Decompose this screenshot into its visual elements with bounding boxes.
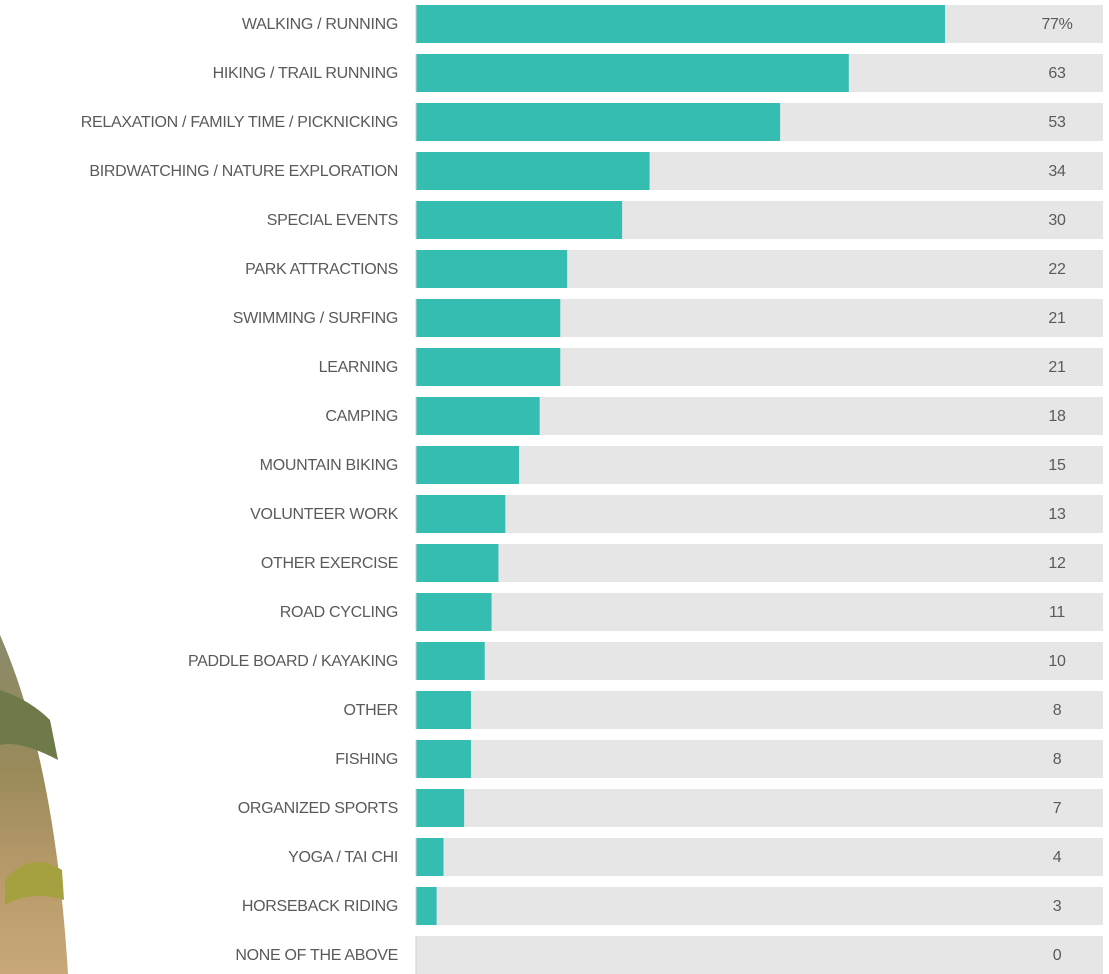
value-label: 22 [1048,261,1066,278]
photo [0,635,68,974]
category-label: HIKING / TRAIL RUNNING [213,65,398,82]
value-label: 53 [1048,114,1066,131]
category-label: LEARNING [319,359,398,376]
bar-track [416,642,1103,680]
category-label: OTHER EXERCISE [261,555,398,572]
chart: WALKING / RUNNING 77% HIKING / TRAIL RUNNI… [0,0,1109,974]
bar [416,397,540,435]
category-label: PARK ATTRACTIONS [245,261,398,278]
bar-track [416,495,1103,533]
category-label: WALKING / RUNNING [242,16,398,33]
bar-track [416,544,1103,582]
bar-track [416,838,1103,876]
category-label: VOLUNTEER WORK [250,506,398,523]
bar [416,152,650,190]
bar [416,495,505,533]
value-label: 0 [1053,947,1062,964]
bar [416,691,471,729]
bar [416,887,437,925]
bar-track [416,740,1103,778]
value-label: 10 [1048,653,1066,670]
category-label: CAMPING [325,408,398,425]
value-label: 4 [1053,849,1062,866]
category-label: YOGA / TAI CHI [288,849,398,866]
value-label: 13 [1048,506,1066,523]
value-label: 12 [1048,555,1066,572]
value-label: 21 [1048,359,1066,376]
value-label: 63 [1048,65,1066,82]
value-label: 8 [1053,702,1062,719]
category-label: SPECIAL EVENTS [267,212,398,229]
category-label: FISHING [335,751,398,768]
category-label: RELAXATION / FAMILY TIME / PICKNICKING [81,114,398,131]
bar [416,838,443,876]
value-label: 18 [1048,408,1066,425]
category-label: MOUNTAIN BIKING [260,457,398,474]
category-label: NONE OF THE ABOVE [235,947,398,964]
value-label: 3 [1053,898,1062,915]
bar [416,54,849,92]
bar [416,201,622,239]
bar [416,299,560,337]
bar [416,740,471,778]
bar [416,789,464,827]
bar [416,5,945,43]
category-label: SWIMMING / SURFING [233,310,398,327]
category-label: ROAD CYCLING [280,604,398,621]
category-label: PADDLE BOARD / KAYAKING [188,653,398,670]
bar [416,642,485,680]
bar [416,250,567,288]
category-label: BIRDWATCHING / NATURE EXPLORATION [89,163,398,180]
value-label: 21 [1048,310,1066,327]
category-label: HORSEBACK RIDING [242,898,398,915]
bar-track [416,593,1103,631]
bar [416,348,560,386]
value-label: 30 [1048,212,1066,229]
value-label: 8 [1053,751,1062,768]
category-label: OTHER [343,702,398,719]
bar-track [416,887,1103,925]
bar [416,103,780,141]
value-label: 34 [1048,163,1066,180]
bar [416,544,498,582]
bar-track [416,691,1103,729]
bar [416,593,492,631]
bar-track [416,936,1103,974]
value-label: 77% [1041,16,1072,33]
value-label: 15 [1048,457,1066,474]
value-label: 7 [1053,800,1062,817]
bar-track [416,789,1103,827]
category-label: ORGANIZED SPORTS [238,800,398,817]
value-label: 11 [1049,604,1065,621]
bar [416,446,519,484]
